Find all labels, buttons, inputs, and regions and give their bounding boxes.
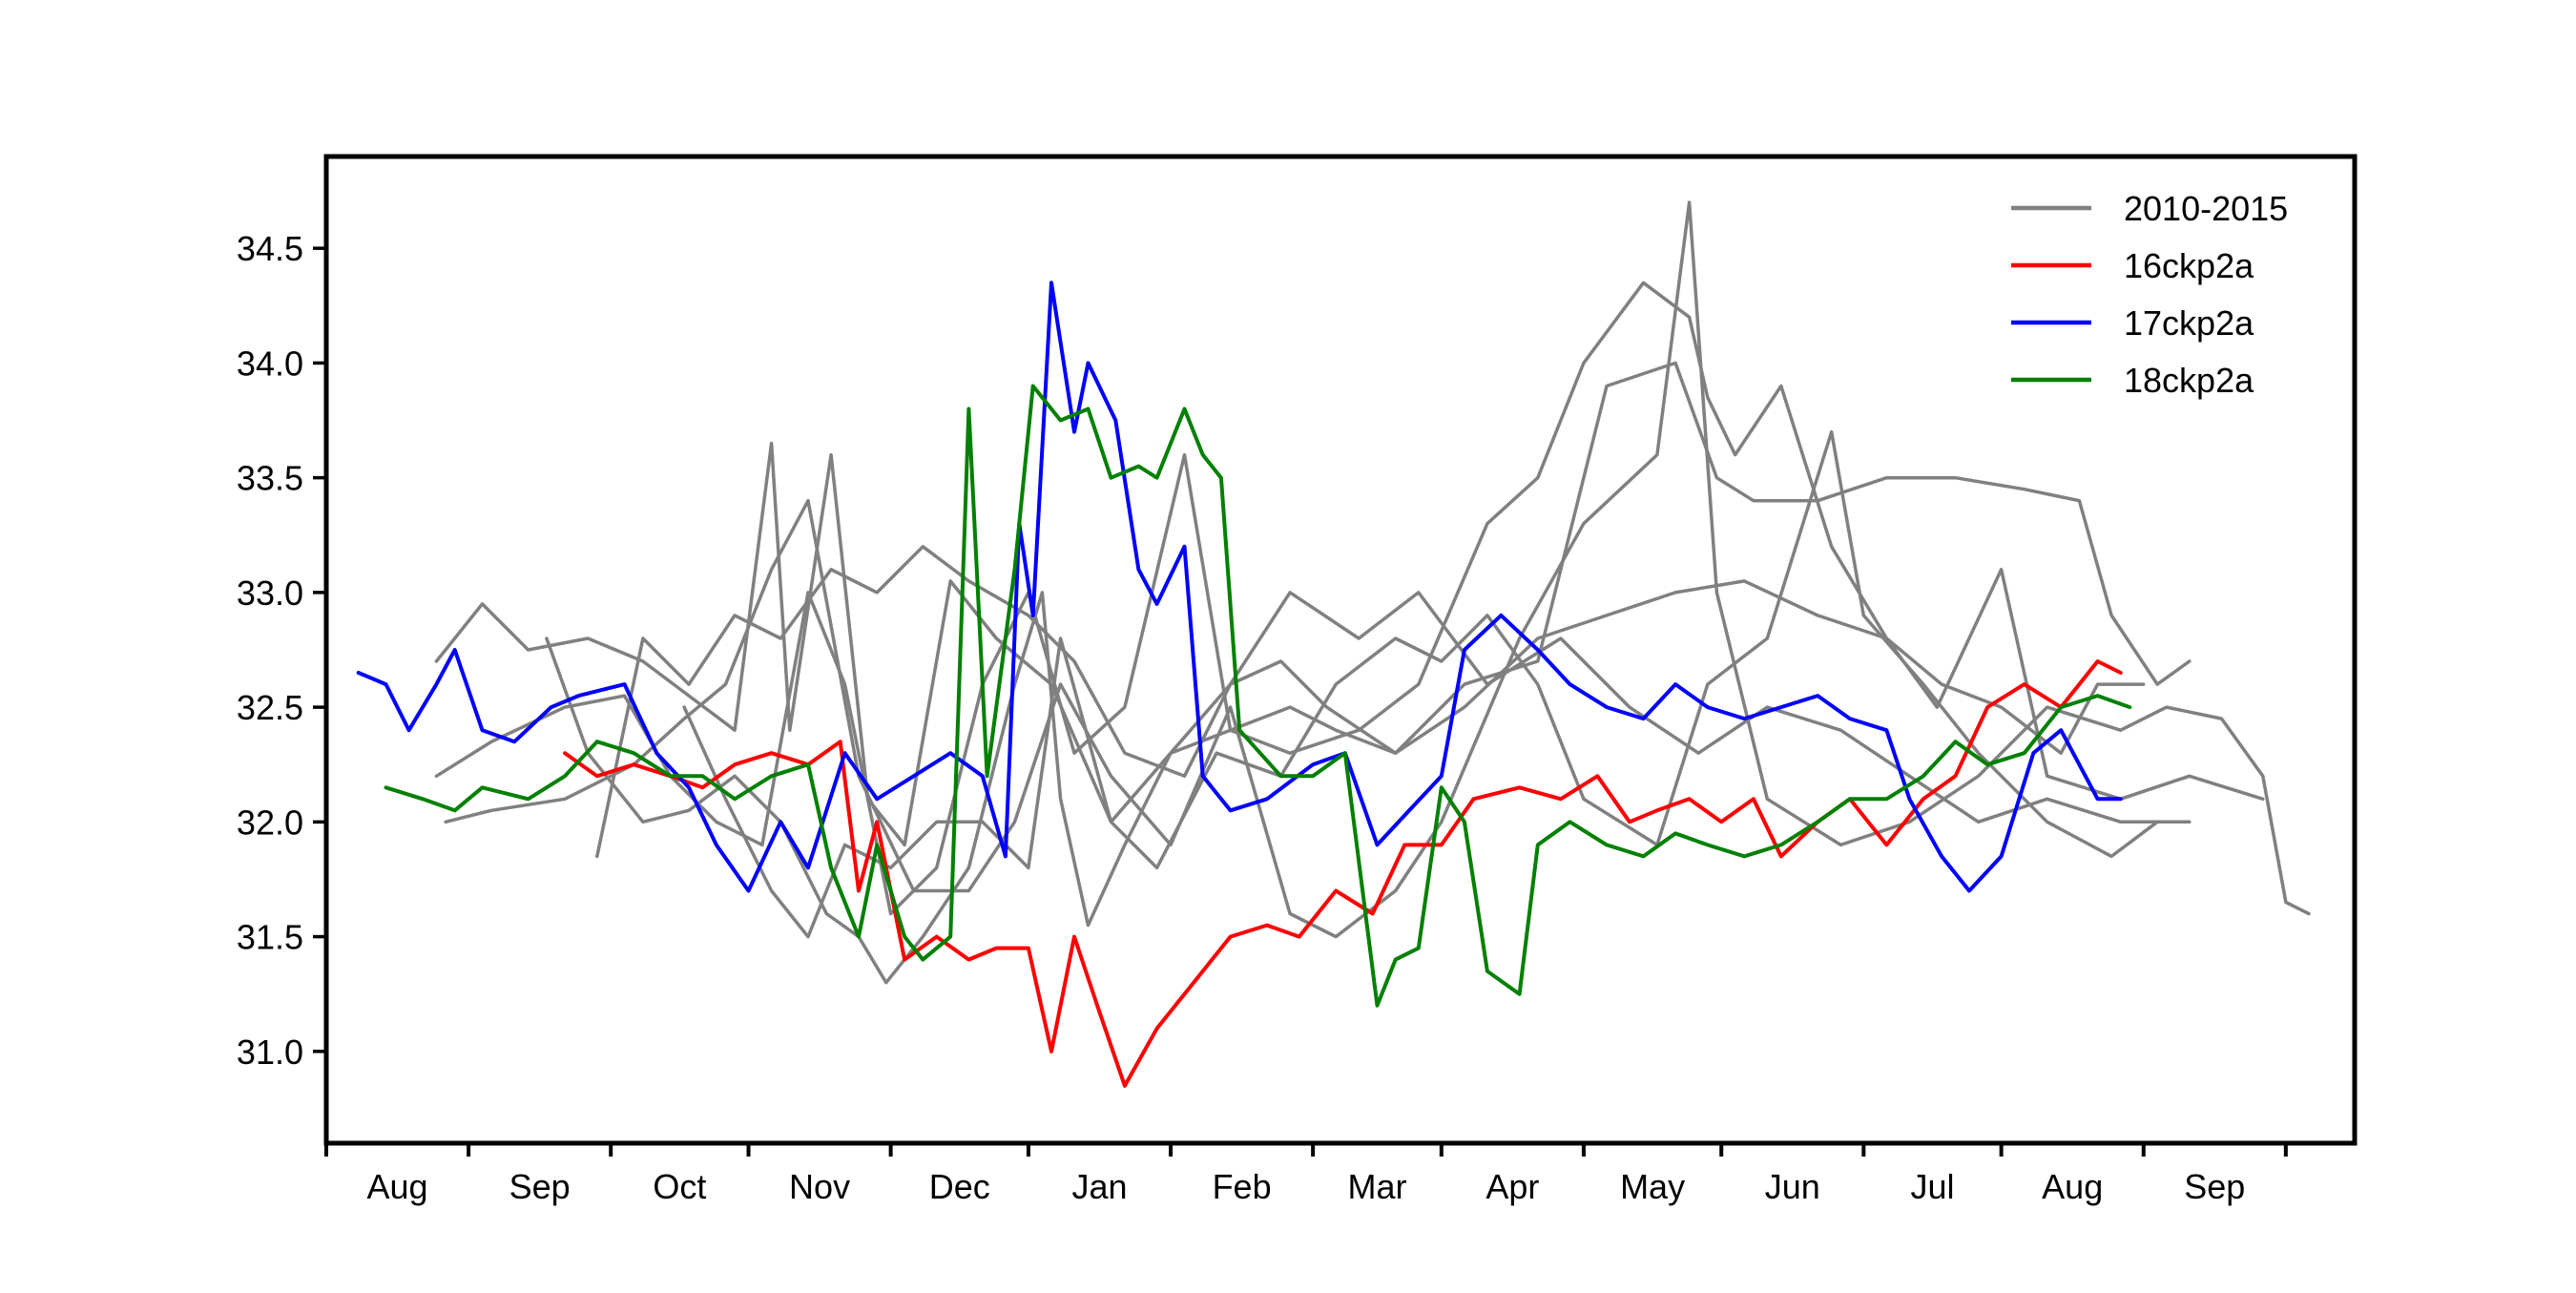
x-tick-label: Nov (789, 1167, 850, 1206)
series-line-17ckp2a (356, 281, 2123, 893)
legend-label: 2010-2015 (2124, 189, 2288, 228)
x-tick-label: Sep (509, 1167, 571, 1206)
y-tick-label: 33.0 (237, 574, 303, 613)
legend-label: 18ckp2a (2124, 361, 2254, 400)
y-tick-label: 31.0 (237, 1032, 303, 1072)
y-tick-label: 31.5 (237, 918, 303, 957)
x-tick-label: Dec (929, 1167, 990, 1206)
x-tick-label: Mar (1347, 1167, 1406, 1206)
legend: 2010-2015 16ckp2a 17ckp2a 18ckp2a (2011, 189, 2288, 400)
series-group (356, 200, 2311, 1088)
series-line-18ckp2a (384, 384, 2132, 1008)
legend-label: 17ckp2a (2124, 303, 2254, 343)
x-tick-label: Jun (1765, 1167, 1820, 1206)
y-tick-label: 32.5 (237, 688, 303, 727)
series-line-2010-2015-1 (434, 441, 2192, 847)
x-tick-label: Aug (367, 1167, 428, 1206)
x-tick-label: May (1620, 1167, 1685, 1206)
legend-label: 16ckp2a (2124, 246, 2254, 285)
y-tick-label: 34.5 (237, 229, 303, 268)
x-tick-label: Oct (653, 1167, 706, 1206)
x-tick-label: Apr (1485, 1167, 1539, 1206)
x-tick-label: Aug (2042, 1167, 2103, 1206)
series-line-2010-2015-2 (434, 281, 2146, 916)
y-tick-label: 33.5 (237, 459, 303, 498)
x-axis: Aug Sep Oct Nov Dec Jan Feb Mar Apr May Jun Jul Aug S… (324, 1143, 2288, 1206)
series-line-2010-2015-6 (682, 429, 2159, 939)
x-tick-label: Feb (1213, 1167, 1272, 1206)
x-tick-label: Jul (1910, 1167, 1954, 1206)
series-line-16ckp2a (563, 659, 2123, 1088)
y-axis: 31.0 31.5 32.0 32.5 33.0 33.5 34.0 34.5 (237, 229, 326, 1072)
series-line-2010-2015-5 (595, 361, 2192, 859)
x-tick-label: Sep (2184, 1167, 2245, 1206)
plot-frame (323, 154, 2358, 1146)
x-tick-label: Jan (1071, 1167, 1127, 1206)
y-tick-label: 34.0 (237, 344, 303, 383)
y-tick-label: 32.0 (237, 803, 303, 842)
